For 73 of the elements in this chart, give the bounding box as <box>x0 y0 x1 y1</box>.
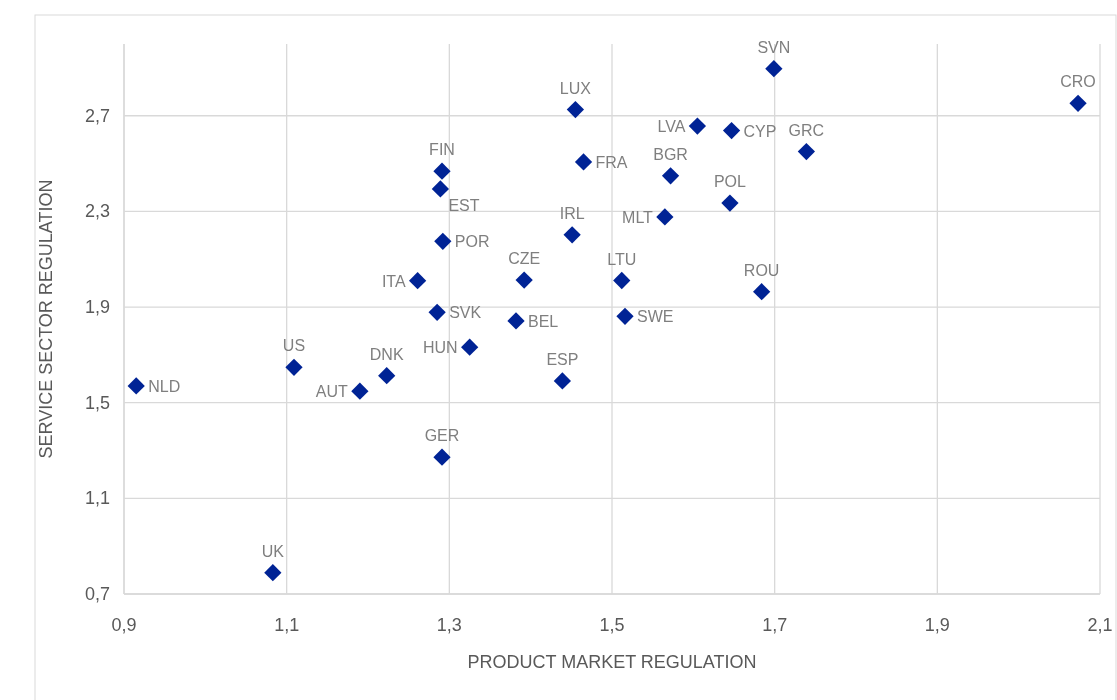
point <box>285 358 303 376</box>
point <box>408 272 427 290</box>
series-label: LVA <box>657 118 686 136</box>
point <box>563 226 581 244</box>
point <box>378 367 396 385</box>
point <box>753 283 771 301</box>
y-tick-label: 2,3 <box>84 201 110 222</box>
point <box>553 372 572 390</box>
series-label: POL <box>713 173 747 191</box>
point <box>721 194 739 212</box>
x-axis-title: PRODUCT MARKET REGULATION <box>467 652 757 672</box>
point <box>515 271 533 289</box>
point <box>461 338 479 356</box>
series-label: SVK <box>449 304 482 322</box>
series-label: LUX <box>559 79 592 97</box>
x-tick-label: 1,7 <box>762 615 788 635</box>
series-label: UK <box>261 542 285 560</box>
series-label: FIN <box>429 141 455 159</box>
x-tick-label: 1,3 <box>436 615 462 635</box>
series-label: SWE <box>637 308 674 326</box>
x-tick-label: 1,9 <box>924 615 950 635</box>
y-tick-label: 1,5 <box>84 392 110 413</box>
series-label: GRC <box>788 121 825 139</box>
series-label: POR <box>454 233 490 251</box>
series-label: CZE <box>508 250 541 268</box>
point <box>722 121 741 140</box>
series-label: LTU <box>607 250 637 268</box>
point <box>433 162 451 180</box>
y-tick-label: 2,7 <box>84 105 110 126</box>
y-tick-label: 1,1 <box>84 488 110 509</box>
point <box>661 167 680 185</box>
point <box>431 180 450 198</box>
series-label: DNK <box>369 345 404 363</box>
point <box>616 307 634 325</box>
x-tick-label: 0,9 <box>111 615 137 635</box>
point <box>264 564 282 582</box>
series-label: BGR <box>653 145 688 163</box>
point <box>127 377 145 395</box>
point <box>428 303 446 321</box>
series-label: GER <box>424 427 460 445</box>
x-tick-label: 1,5 <box>599 615 625 635</box>
point <box>507 312 525 330</box>
series-label: ESP <box>546 350 579 368</box>
y-tick-label: 1,9 <box>84 297 110 318</box>
y-axis-title: SERVICE SECTOR REGULATION <box>36 179 56 459</box>
series-label: CRO <box>1060 73 1096 91</box>
series-label: ITA <box>381 272 406 290</box>
series-label: MLT <box>622 208 654 226</box>
point <box>688 117 707 135</box>
series-label: EST <box>448 196 480 214</box>
series-label: FRA <box>595 153 628 171</box>
series-label: ROU <box>743 261 780 279</box>
point <box>434 232 452 250</box>
series-label: NLD <box>148 377 181 395</box>
point <box>656 208 674 226</box>
point <box>566 100 585 119</box>
point <box>574 153 593 171</box>
point <box>1069 94 1087 112</box>
series-label: SVN <box>757 38 791 56</box>
point <box>433 448 451 466</box>
series-label: US <box>282 337 306 355</box>
y-tick-label: 0,7 <box>84 584 110 604</box>
series-label: AUT <box>315 383 349 401</box>
series-label: CYP <box>743 122 777 140</box>
x-tick-label: 2,1 <box>1087 615 1113 635</box>
series-label: HUN <box>422 339 458 357</box>
x-tick-label: 1,1 <box>274 615 300 635</box>
point <box>613 271 631 290</box>
point <box>797 142 816 161</box>
point <box>765 60 783 78</box>
series-label: BEL <box>528 312 559 330</box>
point <box>351 382 369 400</box>
series-label: IRL <box>559 204 585 222</box>
